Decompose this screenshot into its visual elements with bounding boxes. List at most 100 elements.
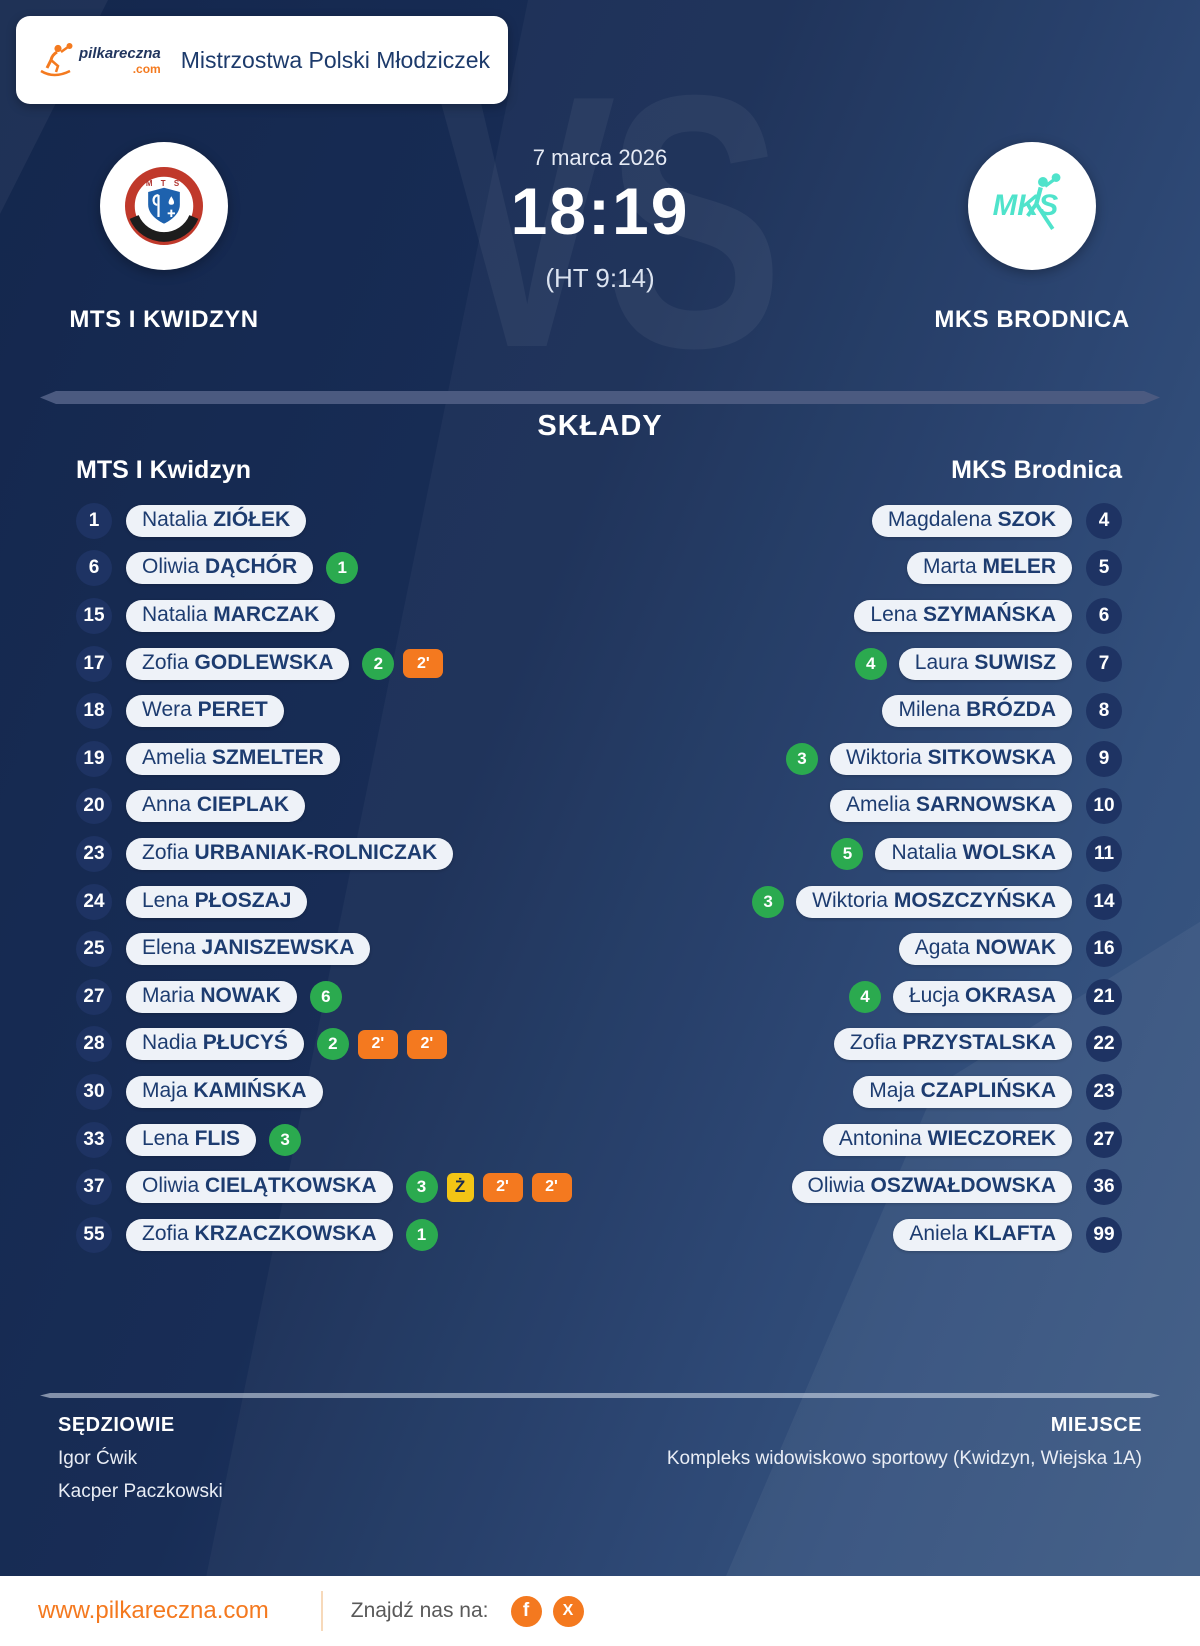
home-lineup-list: 1 Natalia ZIÓŁEK 6 Oliwia DĄCHÓR 1 15 Natalia … [58,497,599,1259]
away-lineup-list: Magdalena SZOK 4 Marta MELER 5 Lena SZYMAŃSK… [601,497,1142,1259]
player-row: 5 Natalia WOLSKA 11 [601,830,1142,878]
pilkareczna-logo-icon [40,43,73,77]
player-number: 14 [1086,883,1122,920]
player-number: 11 [1086,835,1122,872]
section-divider [40,391,1160,404]
match-header: M T S MTS I KWIDZYN 7 marca 2026 18:19 (… [0,140,1200,370]
player-last-name: OSZWAŁDOWSKA [870,1174,1056,1198]
lineups-section: MTS I Kwidzyn 1 Natalia ZIÓŁEK 6 Oliwia DĄC… [58,456,1142,1259]
player-first-name: Zofia [142,1221,195,1245]
away-lineup-column: MKS Brodnica Magdalena SZOK 4 Marta MELER 5… [601,456,1142,1259]
find-us-label: Znajdź nas na: [350,1599,489,1622]
pilkareczna-brand: pilkareczna .com [38,42,161,78]
social-icons: f X [510,1595,584,1627]
player-first-name: Antonina [838,1126,928,1150]
player-first-name: Maja [142,1078,194,1102]
player-first-name: Natalia [142,507,214,531]
player-name-pill: Łucja OKRASA [892,980,1072,1013]
player-first-name: Amelia [142,745,213,769]
player-badges: 3 [752,885,785,918]
player-name-pill: Amelia SZMELTER [126,742,340,775]
player-row: 24 Lena PŁOSZAJ [58,878,599,926]
player-first-name: Zofia [142,840,195,864]
svg-text:MKS: MKS [993,189,1059,222]
goals-badge: 2 [316,1028,349,1061]
player-name-pill: Agata NOWAK [898,933,1072,966]
player-number: 55 [76,1216,112,1253]
player-row: 33 Lena FLIS 3 [58,1116,599,1164]
player-badges: 4 [854,647,887,680]
player-row: 28 Nadia PŁUCYŚ 2 2' 2' [58,1021,599,1069]
player-number: 1 [76,502,112,539]
player-row: 4 Łucja OKRASA 21 [601,973,1142,1021]
player-name-pill: Maria NOWAK [126,980,297,1013]
footer: www.pilkareczna.com Znajdź nas na: f X [0,1576,1200,1646]
player-badges: 3 [785,742,818,775]
player-name-pill: Wiktoria SITKOWSKA [829,742,1072,775]
svg-text:M T S: M T S [146,179,182,188]
player-row: 30 Maja KAMIŃSKA [58,1068,599,1116]
player-last-name: PŁUCYŚ [202,1031,288,1055]
goals-badge: 5 [831,837,864,870]
player-first-name: Maja [869,1078,921,1102]
header-card: pilkareczna .com Mistrzostwa Polski Młod… [16,16,508,104]
player-name-pill: Wera PERET [126,695,284,728]
two-min-suspension-badge: 2' [531,1172,572,1202]
away-team-logo-circle: MKS [968,142,1096,270]
player-first-name: Agata [914,936,976,960]
player-last-name: GODLEWSKA [194,650,334,674]
player-number: 9 [1086,740,1122,777]
player-row: Aniela KLAFTA 99 [601,1211,1142,1259]
player-number: 36 [1086,1169,1122,1206]
player-last-name: SZYMAŃSKA [922,602,1056,626]
player-last-name: SZOK [997,507,1056,531]
player-row: 3 Wiktoria SITKOWSKA 9 [601,735,1142,783]
player-number: 22 [1086,1026,1122,1063]
player-first-name: Lena [142,1126,195,1150]
goals-badge: 2 [362,647,395,680]
player-name-pill: Oliwia CIELĄTKOWSKA [126,1171,393,1204]
player-first-name: Łucja [908,983,965,1007]
player-number: 10 [1086,788,1122,825]
x-icon[interactable]: X [552,1595,584,1627]
player-last-name: BRÓZDA [966,698,1056,722]
player-first-name: Oliwia [142,555,206,579]
facebook-icon[interactable]: f [510,1595,542,1627]
player-first-name: Nadia [142,1031,203,1055]
player-name-pill: Zofia PRZYSTALSKA [833,1028,1072,1061]
away-team-name: MKS BRODNICA [934,306,1130,333]
player-row: 55 Zofia KRZACZKOWSKA 1 [58,1211,599,1259]
player-name-pill: Natalia MARCZAK [126,599,336,632]
away-lineup-header: MKS Brodnica [951,456,1122,484]
player-first-name: Lena [142,888,195,912]
player-name-pill: Lena FLIS [126,1123,257,1156]
player-badges: 4 [848,980,881,1013]
referees-block: SĘDZIOWIE Igor Ćwik Kacper Paczkowski [58,1414,223,1503]
player-last-name: JANISZEWSKA [201,936,355,960]
match-date: 7 marca 2026 [532,145,668,170]
player-number: 28 [76,1026,112,1063]
player-first-name: Amelia [845,793,916,817]
player-name-pill: Milena BRÓZDA [882,695,1072,728]
player-name-pill: Zofia KRZACZKOWSKA [126,1218,393,1251]
two-min-suspension-badge: 2' [357,1029,398,1059]
goals-badge: 3 [405,1171,438,1204]
player-number: 6 [1086,597,1122,634]
player-last-name: CIELĄTKOWSKA [205,1174,377,1198]
halftime-score: (HT 9:14) [545,263,655,293]
player-number: 30 [76,1073,112,1110]
two-min-suspension-badge: 2' [482,1172,523,1202]
home-lineup-column: MTS I Kwidzyn 1 Natalia ZIÓŁEK 6 Oliwia DĄC… [58,456,599,1259]
site-url-link[interactable]: www.pilkareczna.com [38,1597,269,1624]
player-name-pill: Marta MELER [906,552,1072,585]
goals-badge: 4 [848,980,881,1013]
two-min-suspension-badge: 2' [406,1029,447,1059]
player-name-pill: Natalia WOLSKA [875,837,1072,870]
player-badges: 2 2' 2' [316,1028,447,1061]
player-first-name: Aniela [909,1221,974,1245]
player-last-name: SUWISZ [974,650,1056,674]
home-team-name: MTS I KWIDZYN [69,306,259,333]
player-last-name: MARCZAK [213,602,320,626]
player-last-name: NOWAK [200,983,281,1007]
mks-brodnica-logo: MKS [993,173,1061,231]
